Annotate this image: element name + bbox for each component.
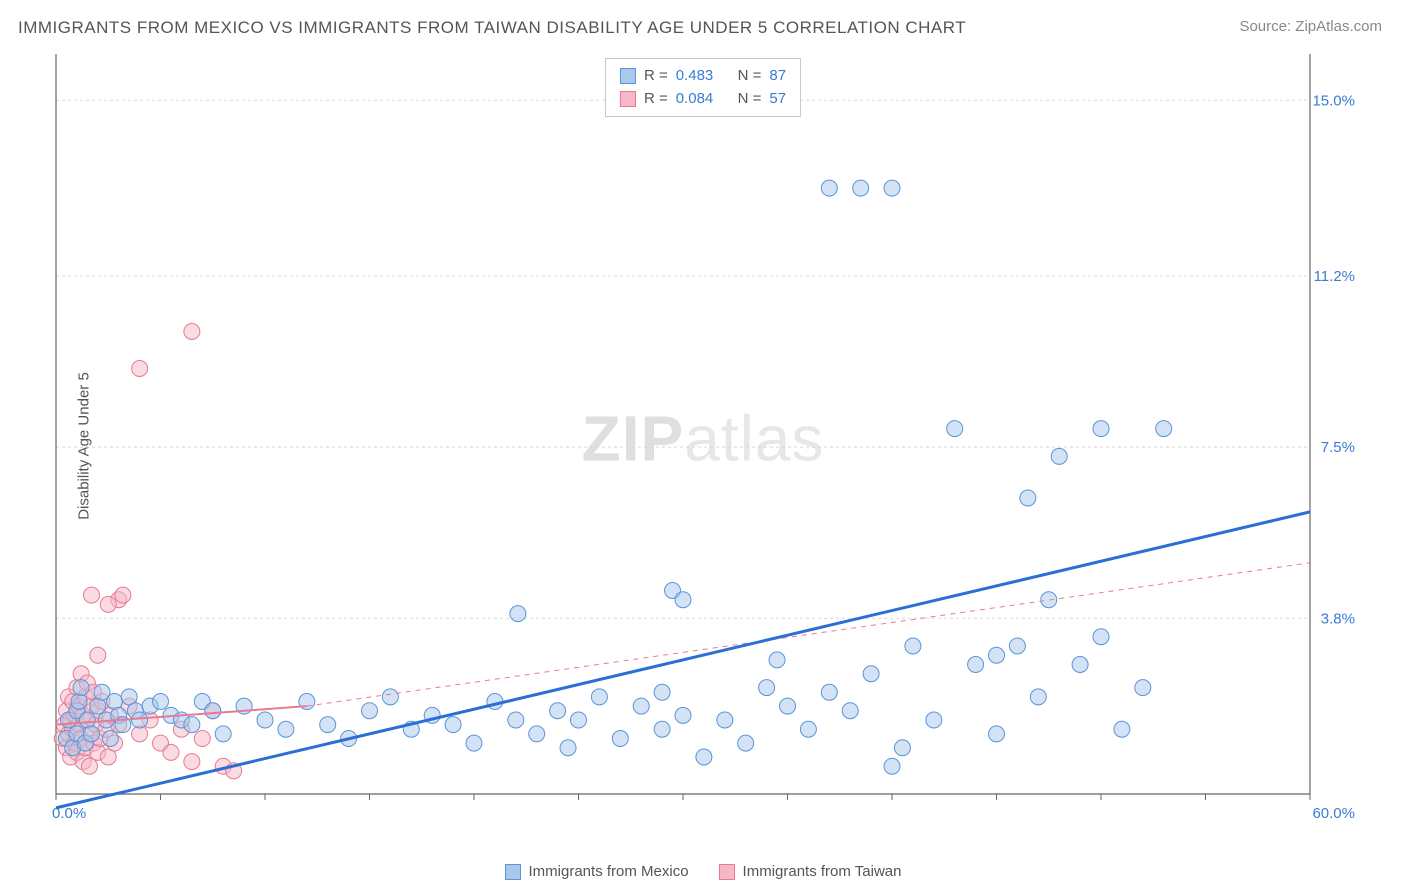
legend-item-series1: Immigrants from Mexico (505, 863, 689, 880)
svg-text:15.0%: 15.0% (1312, 92, 1355, 109)
svg-text:11.2%: 11.2% (1314, 268, 1355, 285)
bottom-legend: Immigrants from Mexico Immigrants from T… (0, 863, 1406, 880)
swatch-series1-icon (505, 864, 521, 880)
swatch-series2-icon (719, 864, 735, 880)
r-label: R = (644, 88, 668, 111)
stats-row-series2: R = 0.084 N = 57 (620, 88, 786, 111)
plot-area: 3.8%7.5%11.2%15.0%0.0%60.0% (50, 54, 1360, 822)
swatch-series1-icon (620, 68, 636, 84)
legend-label: Immigrants from Mexico (529, 863, 689, 880)
chart-title: IMMIGRANTS FROM MEXICO VS IMMIGRANTS FRO… (18, 18, 966, 38)
svg-text:7.5%: 7.5% (1321, 439, 1355, 456)
stats-legend: R = 0.483 N = 87 R = 0.084 N = 57 (605, 58, 801, 117)
svg-text:60.0%: 60.0% (1312, 805, 1355, 822)
stats-row-series1: R = 0.483 N = 87 (620, 65, 786, 88)
svg-text:3.8%: 3.8% (1321, 610, 1355, 627)
chart-page: IMMIGRANTS FROM MEXICO VS IMMIGRANTS FRO… (0, 0, 1406, 892)
legend-item-series2: Immigrants from Taiwan (719, 863, 902, 880)
n-value: 57 (769, 88, 786, 111)
n-label: N = (738, 65, 762, 88)
chart-svg: 3.8%7.5%11.2%15.0%0.0%60.0% (50, 54, 1360, 822)
n-label: N = (738, 88, 762, 111)
swatch-series2-icon (620, 91, 636, 107)
legend-label: Immigrants from Taiwan (743, 863, 902, 880)
r-value: 0.084 (676, 88, 714, 111)
n-value: 87 (769, 65, 786, 88)
source-label: Source: ZipAtlas.com (1239, 18, 1382, 35)
r-value: 0.483 (676, 65, 714, 88)
r-label: R = (644, 65, 668, 88)
